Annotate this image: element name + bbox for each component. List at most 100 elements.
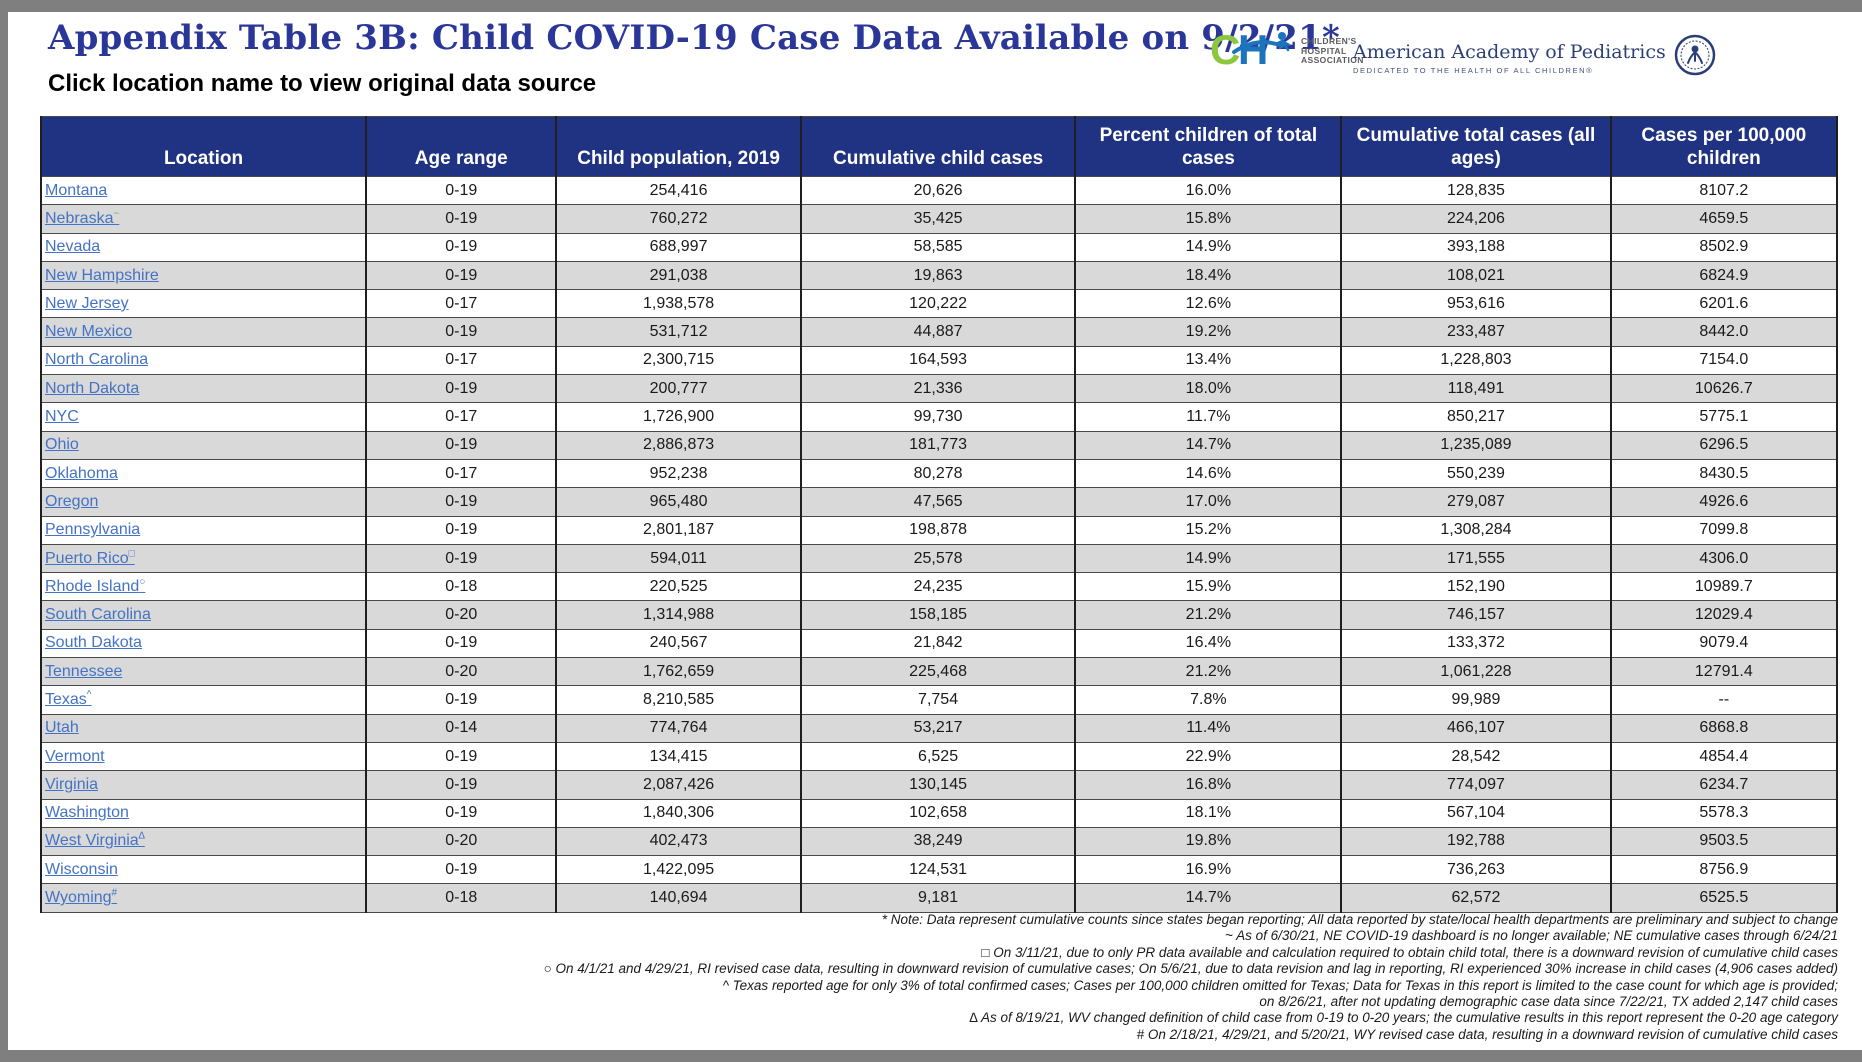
- cumulative-child-cases-cell: 198,878: [799, 515, 1077, 545]
- location-link[interactable]: Utah: [45, 719, 79, 736]
- cumulative-total-cases-cell: 774,097: [1340, 770, 1612, 800]
- table-row: South Dakota 0-19 240,567 21,842 16.4% 1…: [39, 628, 1839, 659]
- child-population-cell: 140,694: [555, 883, 802, 913]
- location-cell: Texas^: [39, 685, 368, 715]
- table-row: Vermont 0-19 134,415 6,525 22.9% 28,542 …: [39, 741, 1839, 772]
- location-link[interactable]: West Virginia∆: [45, 832, 145, 850]
- location-link[interactable]: Wisconsin: [45, 861, 118, 878]
- location-link[interactable]: Texas^: [45, 689, 92, 708]
- cha-logo-icon: C H: [1210, 26, 1296, 77]
- location-link[interactable]: Wyoming#: [45, 888, 117, 906]
- column-header-age-range: Age range: [365, 116, 558, 177]
- percent-children-cell: 16.8%: [1074, 770, 1343, 800]
- location-link[interactable]: Puerto Rico□: [45, 549, 135, 567]
- location-superscript: ^: [86, 689, 92, 701]
- location-link[interactable]: New Mexico: [45, 323, 132, 340]
- table-row: Oregon 0-19 965,480 47,565 17.0% 279,087…: [39, 487, 1839, 517]
- cumulative-total-cases-cell: 850,217: [1340, 402, 1612, 432]
- childrens-hospital-association-logo: C H CHILDREN'S HOSPITAL ASSOCIATION: [1210, 26, 1364, 77]
- cases-per-100k-cell: 4926.6: [1609, 487, 1839, 517]
- cumulative-child-cases-cell: 225,468: [799, 657, 1077, 687]
- age-range-cell: 0-19: [365, 770, 558, 800]
- age-range-cell: 0-19: [365, 685, 558, 715]
- age-range-cell: 0-19: [365, 232, 558, 262]
- percent-children-cell: 19.8%: [1074, 826, 1343, 857]
- percent-children-cell: 14.7%: [1074, 430, 1343, 460]
- percent-children-cell: 16.0%: [1074, 175, 1343, 206]
- age-range-cell: 0-19: [365, 855, 558, 885]
- cases-per-100k-cell: 8107.2: [1609, 175, 1839, 206]
- location-link[interactable]: Tennessee: [45, 663, 122, 680]
- location-link-text: Utah: [45, 719, 79, 737]
- cumulative-child-cases-cell: 124,531: [799, 855, 1077, 885]
- location-cell: South Dakota: [39, 628, 368, 659]
- column-header-location: Location: [39, 116, 368, 177]
- cumulative-child-cases-cell: 58,585: [799, 232, 1077, 262]
- location-cell: Rhode Island○: [39, 572, 368, 602]
- location-link[interactable]: North Carolina: [45, 351, 148, 368]
- child-population-cell: 688,997: [555, 232, 802, 262]
- location-link[interactable]: New Hampshire: [45, 267, 159, 284]
- cases-per-100k-cell: 10989.7: [1609, 572, 1839, 602]
- child-population-cell: 965,480: [555, 487, 802, 517]
- location-link[interactable]: North Dakota: [45, 380, 139, 397]
- cases-per-100k-cell: 5775.1: [1609, 402, 1839, 432]
- location-link[interactable]: Nebraska~: [45, 209, 119, 227]
- footnotes: * Note: Data represent cumulative counts…: [40, 912, 1838, 1043]
- percent-children-cell: 18.1%: [1074, 798, 1343, 828]
- table-row: New Jersey 0-17 1,938,578 120,222 12.6% …: [39, 289, 1839, 319]
- location-link[interactable]: Ohio: [45, 436, 79, 453]
- percent-children-cell: 22.9%: [1074, 741, 1343, 772]
- location-link-text: South Dakota: [45, 634, 142, 652]
- table-row: Nevada 0-19 688,997 58,585 14.9% 393,188…: [39, 232, 1839, 262]
- cha-logo-text: CHILDREN'S HOSPITAL ASSOCIATION: [1301, 35, 1364, 66]
- cases-per-100k-cell: 10626.7: [1609, 374, 1839, 404]
- location-cell: New Jersey: [39, 289, 368, 319]
- location-link-text: West Virginia: [45, 832, 139, 850]
- location-link[interactable]: South Dakota: [45, 634, 142, 651]
- percent-children-cell: 15.8%: [1074, 204, 1343, 234]
- age-range-cell: 0-19: [365, 741, 558, 772]
- cumulative-child-cases-cell: 20,626: [799, 175, 1077, 206]
- table-row: Washington 0-19 1,840,306 102,658 18.1% …: [39, 798, 1839, 828]
- child-population-cell: 2,886,873: [555, 430, 802, 460]
- child-population-cell: 240,567: [555, 628, 802, 659]
- location-link[interactable]: New Jersey: [45, 295, 129, 312]
- location-link[interactable]: Vermont: [45, 748, 105, 765]
- aap-seal-icon: [1674, 34, 1716, 81]
- percent-children-cell: 19.2%: [1074, 317, 1343, 347]
- child-population-cell: 8,210,585: [555, 685, 802, 715]
- table-row: New Mexico 0-19 531,712 44,887 19.2% 233…: [39, 317, 1839, 347]
- cumulative-total-cases-cell: 1,308,284: [1340, 515, 1612, 545]
- child-population-cell: 1,314,988: [555, 600, 802, 630]
- cumulative-total-cases-cell: 62,572: [1340, 883, 1612, 913]
- table-row: New Hampshire 0-19 291,038 19,863 18.4% …: [39, 260, 1839, 291]
- location-link-text: Wisconsin: [45, 860, 118, 878]
- footnote-line: ~ As of 6/30/21, NE COVID-19 dashboard i…: [1225, 928, 1838, 944]
- location-link-text: Nevada: [45, 238, 101, 256]
- location-link-text: Ohio: [45, 436, 79, 454]
- location-link[interactable]: Oregon: [45, 493, 98, 510]
- location-link-text: Puerto Rico: [45, 549, 129, 567]
- location-link-text: Tennessee: [45, 662, 123, 680]
- cases-per-100k-cell: 6296.5: [1609, 430, 1839, 460]
- percent-children-cell: 18.4%: [1074, 260, 1343, 291]
- percent-children-cell: 14.6%: [1074, 458, 1343, 489]
- location-link[interactable]: NYC: [45, 408, 79, 425]
- location-link[interactable]: Oklahoma: [45, 465, 118, 482]
- location-link[interactable]: Pennsylvania: [45, 521, 140, 538]
- location-link[interactable]: Virginia: [45, 776, 98, 793]
- location-link[interactable]: Washington: [45, 804, 129, 821]
- location-link[interactable]: Montana: [45, 182, 107, 199]
- location-cell: Oklahoma: [39, 458, 368, 489]
- cumulative-child-cases-cell: 21,842: [799, 628, 1077, 659]
- child-population-cell: 2,087,426: [555, 770, 802, 800]
- cumulative-child-cases-cell: 21,336: [799, 374, 1077, 404]
- location-link[interactable]: Nevada: [45, 238, 100, 255]
- cumulative-child-cases-cell: 80,278: [799, 458, 1077, 489]
- location-link[interactable]: South Carolina: [45, 606, 151, 623]
- percent-children-cell: 21.2%: [1074, 600, 1343, 630]
- location-superscript: ○: [139, 576, 146, 588]
- location-link[interactable]: Rhode Island○: [45, 576, 146, 595]
- age-range-cell: 0-19: [365, 487, 558, 517]
